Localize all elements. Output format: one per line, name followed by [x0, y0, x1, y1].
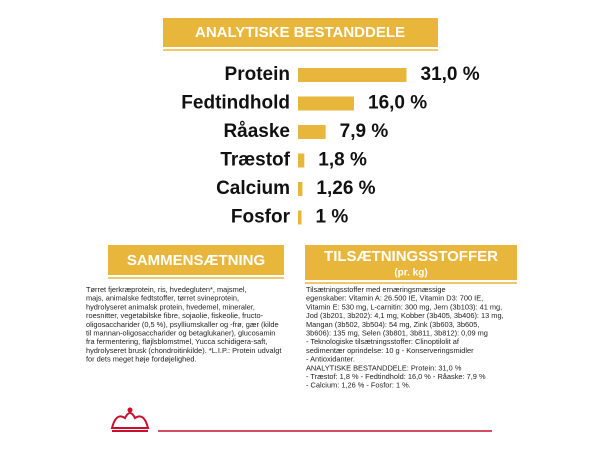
category-label: Calcium — [216, 178, 290, 199]
title-box — [163, 18, 438, 47]
bar — [298, 153, 305, 168]
value-label: 16,0 % — [368, 93, 427, 114]
composition-box — [108, 245, 284, 275]
additives-line: Vitamin E: 530 mg, L-carnitin: 300 mg, J… — [306, 302, 502, 311]
additives-line: - Træstof: 1,8 % - Fedtindhold: 16,0 % -… — [306, 372, 486, 381]
value-label: 7,9 % — [340, 121, 389, 142]
logo — [110, 407, 150, 432]
composition-line: hydrolyseret brusk (chondroitinkilde). *… — [86, 346, 281, 355]
bar — [298, 125, 326, 139]
composition-line: oligosaccharider (0,5 %), psylliumskalle… — [86, 320, 279, 329]
additives-line: - Teknologiske tilsætningsstoffer: Clino… — [306, 337, 460, 346]
additives-line: sedimentær oprindelse: 10 g - Konserveri… — [306, 346, 474, 355]
bar — [298, 182, 303, 196]
composition-line: for dets meget høje fordøjelighed. — [86, 355, 197, 364]
additives-line: Tilsætningsstoffer med ernæringsmæssige — [306, 285, 446, 294]
additives-line: egenskaber: Vitamin A: 26.500 IE, Vitami… — [306, 294, 483, 303]
value-label: 1,26 % — [316, 178, 375, 199]
additives-line: Mangan (3b502, 3b504): 54 mg, Zink (3b60… — [306, 320, 479, 329]
chart-title: ANALYTISKE BESTANDDELE — [195, 24, 405, 41]
additives-title: TILSÆTNINGSSTOFFER — [324, 248, 498, 265]
category-label: Træstof — [220, 150, 290, 171]
category-label: Fosfor — [231, 207, 291, 228]
composition-line: roesnitter, vegetabilske fibre, sojaolie… — [86, 311, 264, 320]
additives-line: ANALYTISKE BESTANDDELE: Protein: 31,0 % — [306, 363, 462, 372]
additives-box — [305, 245, 517, 280]
category-label: Fedtindhold — [181, 93, 290, 114]
category-label: Råaske — [223, 121, 290, 142]
composition-line: til mannan-oligosaccharider og betagluka… — [86, 328, 275, 337]
additives-line: - Calcium: 1,26 % - Fosfor: 1 %. — [306, 381, 411, 390]
value-label: 1,8 % — [318, 150, 367, 171]
bar — [298, 210, 302, 225]
additives-line: Jod (3b201, 3b202): 4,1 mg, Kobber (3b40… — [306, 311, 504, 320]
composition-line: Tørret fjerkræprotein, ris, hvedegluten*… — [86, 285, 247, 294]
bar — [298, 96, 354, 111]
value-label: 1 % — [316, 207, 349, 228]
additives-line: - Antioxidanter. — [306, 355, 355, 364]
additives-line: 3b606): 135 mg, Selen (3b801, 3b811, 3b8… — [306, 328, 488, 337]
value-label: 31,0 % — [421, 64, 480, 85]
composition-title: SAMMENSÆTNING — [127, 252, 265, 269]
additives-subtitle: (pr. kg) — [394, 268, 427, 279]
bar — [298, 68, 407, 82]
composition-line: hydrolyseret animalsk protein, hvedemel,… — [86, 302, 255, 311]
composition-line: majs, animalske fedtstoffer, tørret svin… — [86, 294, 239, 303]
composition-line: fra fermentering, fløjlsblomstmel, Yucca… — [86, 337, 267, 346]
category-label: Protein — [225, 64, 290, 85]
